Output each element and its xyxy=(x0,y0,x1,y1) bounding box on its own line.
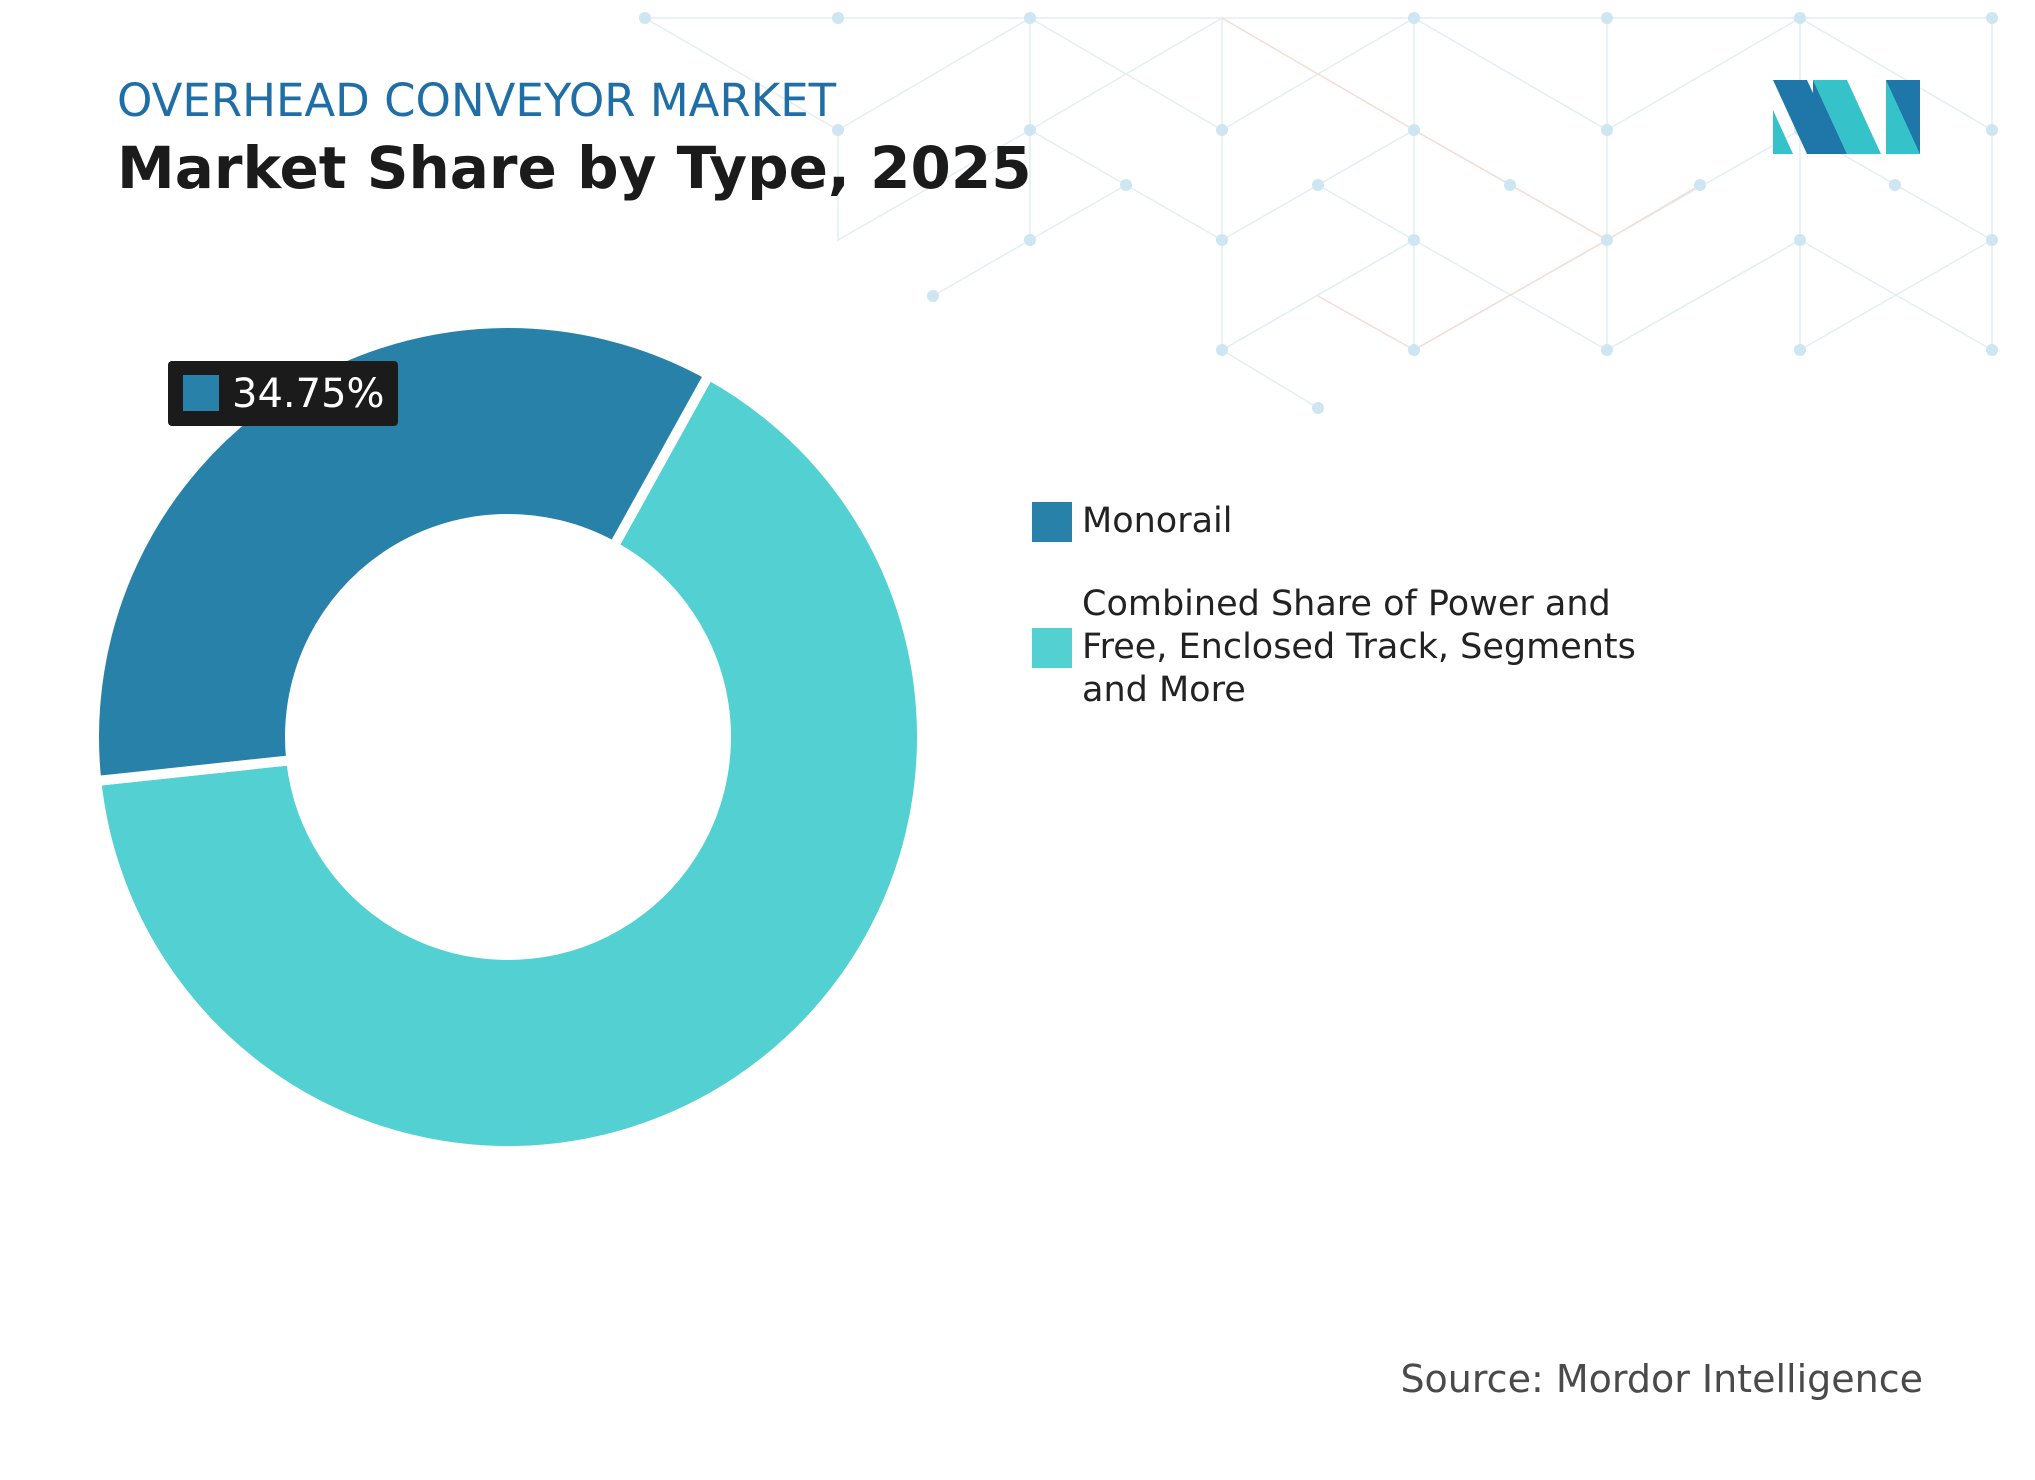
data-label-swatch-monorail xyxy=(183,375,219,411)
data-label-box-monorail xyxy=(168,361,398,426)
legend-swatch-combined xyxy=(1032,627,1072,668)
mordor-logo-icon xyxy=(1773,80,1920,154)
chart-legend: Monorail Combined Share of Power and Fre… xyxy=(1032,500,1672,752)
source-credit: Source: Mordor Intelligence xyxy=(1400,1357,1923,1401)
chart-title: Market Share by Type, 2025 xyxy=(117,134,1032,202)
legend-item-monorail: Monorail xyxy=(1032,500,1672,543)
data-label-monorail: 34.75% xyxy=(232,371,385,417)
donut-slice-combined xyxy=(90,368,927,1156)
legend-item-combined: Combined Share of Power and Free, Enclos… xyxy=(1032,583,1672,712)
legend-swatch-monorail xyxy=(1032,501,1072,542)
chart-eyebrow: OVERHEAD CONVEYOR MARKET xyxy=(117,74,837,127)
donut-slice-monorail xyxy=(89,318,716,787)
legend-label-combined: Combined Share of Power and Free, Enclos… xyxy=(1082,584,1636,710)
legend-label-monorail: Monorail xyxy=(1082,501,1233,541)
